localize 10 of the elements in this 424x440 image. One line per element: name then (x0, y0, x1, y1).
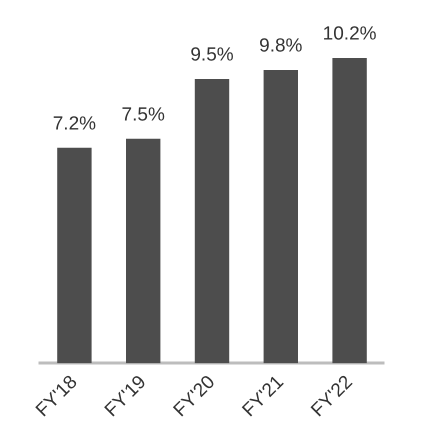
bar (57, 148, 92, 364)
data-label: 7.5% (122, 104, 165, 126)
bar (126, 138, 160, 364)
bar (194, 78, 230, 364)
data-label: 7.2% (52, 114, 96, 134)
bar (264, 70, 298, 364)
bar (332, 58, 367, 364)
data-label: 9.5% (190, 44, 234, 66)
data-label: 10.2% (322, 24, 377, 45)
data-label: 9.8% (259, 36, 303, 57)
